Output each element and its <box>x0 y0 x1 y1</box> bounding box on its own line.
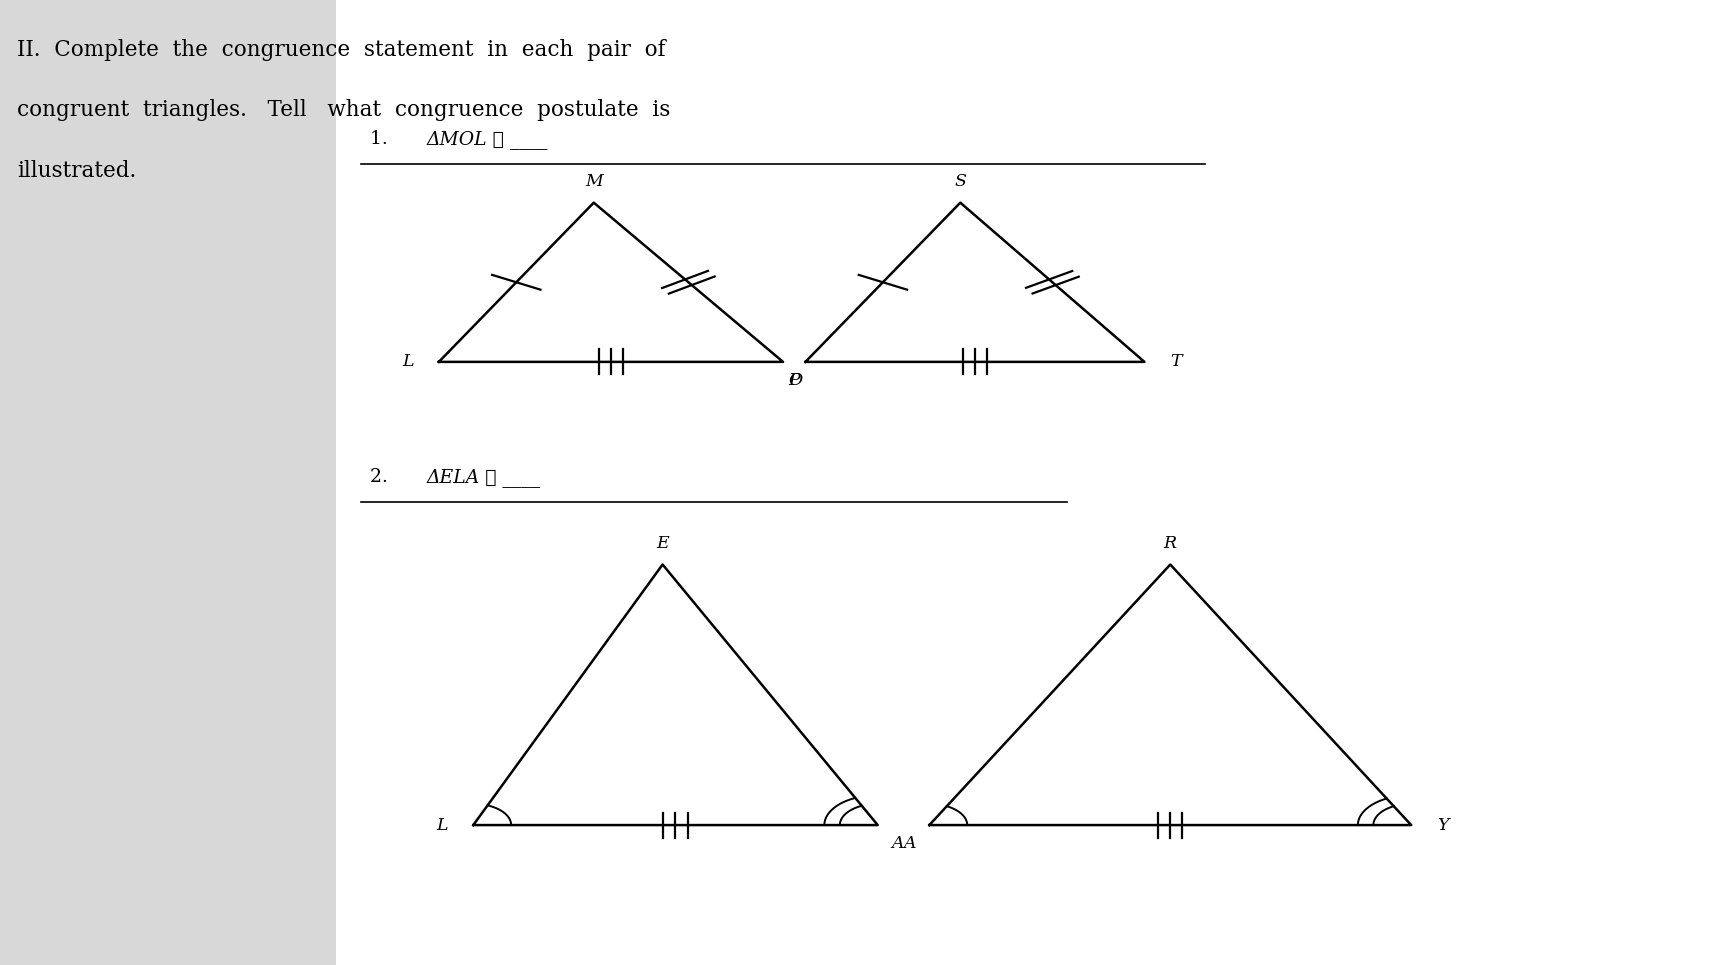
Text: S: S <box>955 173 965 190</box>
Text: L: L <box>403 353 413 371</box>
Text: II.  Complete  the  congruence  statement  in  each  pair  of: II. Complete the congruence statement in… <box>17 39 666 61</box>
Text: O: O <box>788 372 802 389</box>
Text: A: A <box>891 835 904 852</box>
Text: 1.: 1. <box>370 130 399 149</box>
Text: M: M <box>585 173 602 190</box>
Text: L: L <box>437 816 447 834</box>
Text: T: T <box>1170 353 1182 371</box>
Text: A: A <box>904 835 916 852</box>
Text: congruent  triangles.   Tell   what  congruence  postulate  is: congruent triangles. Tell what congruenc… <box>17 99 671 122</box>
FancyBboxPatch shape <box>336 0 1721 965</box>
Text: R: R <box>1163 535 1177 552</box>
Text: 2.: 2. <box>370 468 399 486</box>
Text: ΔMOL ≅ ____: ΔMOL ≅ ____ <box>427 130 549 150</box>
Text: P: P <box>788 372 800 389</box>
Text: E: E <box>656 535 669 552</box>
Text: Y: Y <box>1437 816 1449 834</box>
Text: illustrated.: illustrated. <box>17 160 136 182</box>
Text: ΔELA ≅ ____: ΔELA ≅ ____ <box>427 468 540 487</box>
